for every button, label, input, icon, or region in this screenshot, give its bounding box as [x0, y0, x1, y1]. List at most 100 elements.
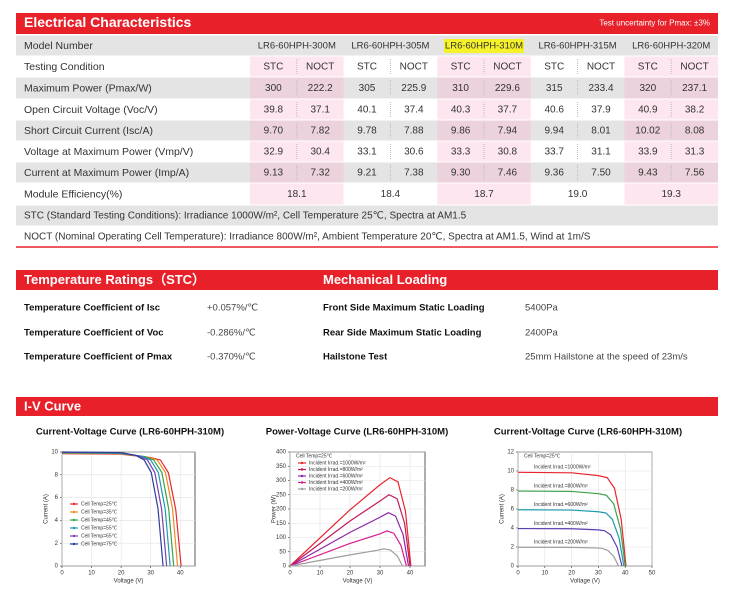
x-tick-label: 10 [317, 571, 324, 577]
row-label: Current at Maximum Power (Imp/A) [24, 167, 189, 179]
cell-value: 7.82 [310, 126, 330, 137]
chart-title: Power-Voltage Curve (LR6-60HPH-310M) [266, 427, 448, 438]
loading-value: 25mm Hailstone at the speed of 23m/s [525, 352, 688, 363]
x-tick-label: 10 [541, 571, 548, 577]
row-label: Short Circuit Current (Isc/A) [24, 125, 153, 137]
rating-value: +0.057%/℃ [207, 303, 258, 314]
y-tick-label: 400 [276, 450, 287, 456]
condition: STC [263, 62, 283, 73]
row-label: Testing Condition [24, 61, 105, 73]
highlight-column [437, 99, 531, 120]
loading-value: 5400Pa [525, 303, 558, 314]
condition: NOCT [493, 62, 521, 73]
cell-value: 9.30 [451, 168, 471, 179]
section-title: Temperature Ratings（STC） [24, 272, 205, 287]
x-axis-label: Voltage (V) [570, 579, 600, 585]
legend-marker [72, 542, 76, 546]
highlight-column [624, 183, 718, 205]
condition: NOCT [680, 62, 708, 73]
legend-label: Incident Irrad.=800W/m² [534, 483, 588, 489]
x-tick-label: 30 [377, 571, 384, 577]
y-tick-label: 6 [55, 495, 59, 501]
legend-label: Cell Temp=35℃ [81, 509, 118, 515]
x-axis-label: Voltage (V) [114, 579, 144, 585]
table-row [16, 205, 718, 226]
legend-label: Cell Temp=55℃ [81, 525, 118, 531]
highlight-column [437, 56, 531, 77]
cell-value: 7.94 [498, 126, 518, 137]
legend-label: Incident Irrad.=600W/m² [309, 473, 363, 479]
annotation: Cell Temp=25℃ [296, 453, 333, 459]
legend-label: Incident Irrad.=800W/m² [309, 467, 363, 473]
cell-value: 18.4 [381, 189, 401, 200]
cell-value: 9.86 [451, 126, 471, 137]
curve [517, 509, 625, 567]
legend-marker [72, 534, 76, 538]
y-tick-label: 250 [276, 492, 287, 498]
loading-label: Hailstone Test [323, 352, 388, 363]
curve [289, 476, 412, 567]
highlight-column [624, 162, 718, 183]
x-tick-label: 20 [118, 571, 125, 577]
y-tick-label: 0 [283, 564, 287, 570]
chart-title: Current-Voltage Curve (LR6-60HPH-310M) [494, 427, 682, 438]
cell-value: 315 [546, 83, 563, 94]
legend-label: Cell Temp=45℃ [81, 517, 118, 523]
highlight-column [250, 99, 344, 120]
curve [289, 548, 404, 567]
cell-value: 19.3 [661, 189, 681, 200]
rating-label: Temperature Coefficient of Pmax [24, 352, 173, 363]
highlight-column [624, 120, 718, 141]
legend-label: Incident Irrad.=400W/m² [534, 521, 588, 527]
curve [517, 527, 623, 567]
y-tick-label: 8 [511, 488, 515, 494]
cell-value: 19.0 [568, 189, 588, 200]
cell-value: 18.7 [474, 189, 494, 200]
y-axis-label: Current (A) [44, 494, 50, 524]
cell-value: 37.9 [591, 105, 611, 116]
x-tick-label: 30 [595, 571, 602, 577]
curve [289, 512, 410, 567]
y-tick-label: 350 [276, 464, 287, 470]
cell-value: 33.7 [544, 147, 564, 158]
cell-value: 9.94 [544, 126, 564, 137]
legend-marker [300, 461, 304, 465]
curve [289, 530, 407, 567]
cell-value: 7.50 [591, 168, 611, 179]
cell-value: 39.8 [264, 105, 284, 116]
cell-value: 7.32 [310, 168, 330, 179]
row-label: Open Circuit Voltage (Voc/V) [24, 104, 158, 116]
cell-value: 233.4 [588, 83, 613, 94]
y-tick-label: 4 [55, 518, 59, 524]
x-tick-label: 40 [177, 571, 184, 577]
cell-value: 9.36 [544, 168, 564, 179]
legend-marker [300, 468, 304, 471]
cell-value: 37.1 [310, 105, 330, 116]
cell-value: 30.4 [310, 147, 330, 158]
curve [517, 490, 626, 567]
model-name: LR6-60HPH-300M [258, 41, 336, 52]
condition: NOCT [587, 62, 615, 73]
curve [517, 546, 620, 567]
highlight-column [624, 141, 718, 162]
cell-value: 9.43 [638, 168, 658, 179]
y-tick-label: 10 [507, 469, 514, 475]
y-tick-label: 150 [276, 521, 287, 527]
legend-label: Cell Temp=65℃ [81, 533, 118, 539]
row-label: Voltage at Maximum Power (Vmp/V) [24, 146, 193, 158]
y-axis-label: Current (A) [500, 494, 506, 524]
section-bar [16, 397, 718, 416]
y-tick-label: 10 [51, 450, 58, 456]
cell-value: 7.38 [404, 168, 424, 179]
model-name: LR6-60HPH-305M [351, 41, 429, 52]
table-row [16, 120, 718, 141]
cell-value: 9.78 [357, 126, 377, 137]
legend-label: Incident Irrad.=1000W/m² [309, 460, 366, 466]
curve [61, 451, 164, 567]
cell-value: 31.1 [591, 147, 611, 158]
x-tick-label: 10 [88, 571, 95, 577]
y-tick-label: 8 [55, 472, 59, 478]
curve [289, 494, 411, 567]
cell-value: 8.08 [685, 126, 705, 137]
cell-value: 9.21 [357, 168, 377, 179]
